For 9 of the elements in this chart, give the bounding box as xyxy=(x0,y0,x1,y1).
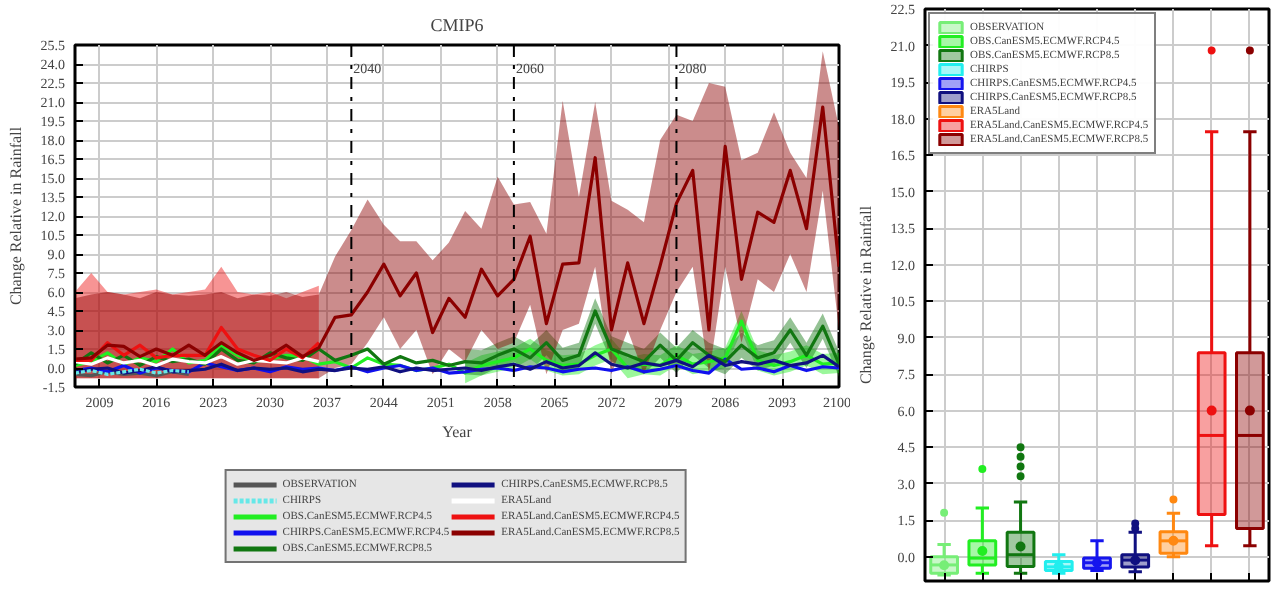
line-series xyxy=(75,325,321,362)
x-axis-title: Year xyxy=(442,423,473,441)
line-series xyxy=(75,351,839,375)
line-series xyxy=(75,105,839,362)
y-axis-title: Change Relative in Rainfall xyxy=(856,204,875,385)
y-axis-title: Change Relative in Rainfall xyxy=(6,125,25,306)
line-series xyxy=(75,319,839,375)
chart-title: CMIP6 xyxy=(430,15,485,35)
line-series xyxy=(75,309,839,368)
